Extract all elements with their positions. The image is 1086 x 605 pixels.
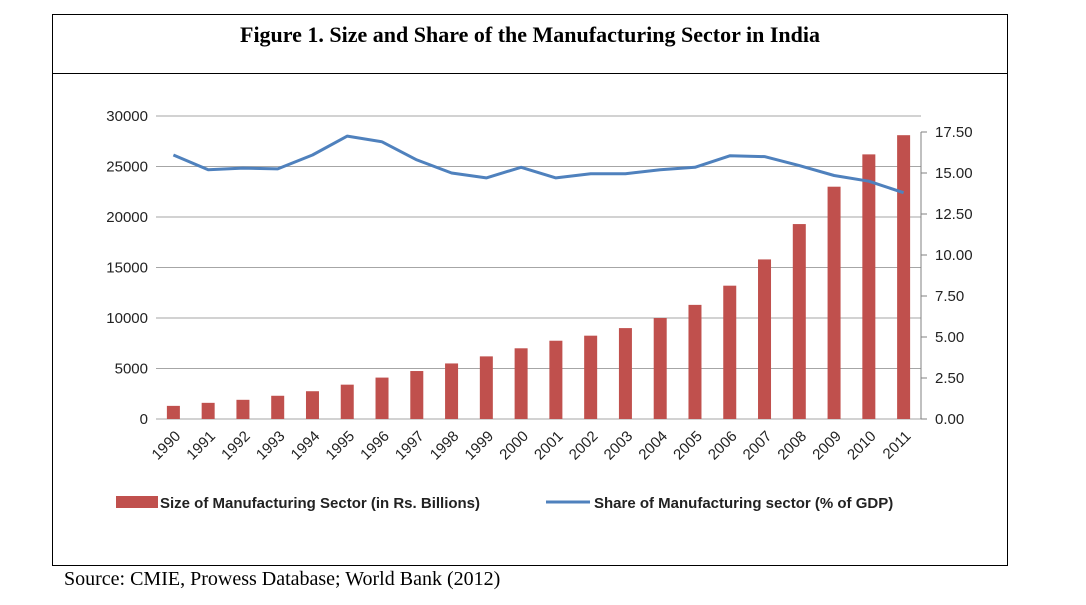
x-tick-label: 2000 — [496, 428, 532, 464]
bar-1999 — [479, 356, 493, 419]
x-tick-label: 2003 — [601, 428, 637, 464]
y-left-tick-label: 25000 — [106, 159, 148, 176]
bar-2007 — [758, 259, 772, 419]
x-tick-label: 1995 — [322, 428, 358, 464]
y-right-tick-label: 12.50 — [935, 206, 973, 223]
x-tick-label: 1992 — [218, 428, 254, 464]
bar-2009 — [827, 186, 841, 419]
bar-1993 — [271, 395, 285, 419]
y-right-tick-label: 7.50 — [935, 288, 964, 305]
bar-2008 — [792, 224, 806, 419]
y-left-tick-label: 15000 — [106, 260, 148, 277]
x-tick-label: 2007 — [740, 428, 776, 464]
x-tick-label: 1993 — [253, 428, 289, 464]
bar-1995 — [340, 384, 354, 419]
x-tick-label: 1994 — [288, 428, 324, 464]
y-left-tick-label: 0 — [140, 411, 148, 428]
bar-2000 — [514, 348, 528, 419]
bar-2005 — [688, 304, 702, 419]
y-right-tick-label: 15.00 — [935, 165, 973, 182]
source-note: Source: CMIE, Prowess Database; World Ba… — [64, 568, 501, 590]
bar-1991 — [201, 402, 215, 419]
y-right-tick-label: 10.00 — [935, 247, 973, 264]
x-tick-label: 1996 — [357, 428, 393, 464]
bar-1998 — [445, 363, 459, 419]
y-right-tick-label: 17.50 — [935, 124, 973, 141]
bar-2004 — [653, 318, 667, 419]
bar-2006 — [723, 285, 737, 419]
x-tick-label: 2010 — [844, 428, 880, 464]
x-tick-label: 2002 — [566, 428, 602, 464]
x-tick-label: 1991 — [183, 428, 219, 464]
x-tick-label: 2005 — [670, 428, 706, 464]
y-left-tick-label: 20000 — [106, 209, 148, 226]
x-tick-label: 1999 — [462, 428, 498, 464]
x-tick-label: 2006 — [705, 428, 741, 464]
x-tick-label: 2011 — [880, 428, 915, 463]
y-left-tick-label: 10000 — [106, 310, 148, 327]
legend-label-bars: Size of Manufacturing Sector (in Rs. Bil… — [160, 495, 480, 512]
bar-2001 — [549, 340, 563, 419]
bar-1990 — [166, 405, 180, 419]
bar-2010 — [862, 154, 876, 419]
x-tick-label: 2008 — [775, 428, 811, 464]
bar-1992 — [236, 399, 250, 419]
bar-2002 — [584, 335, 598, 419]
legend-swatch-bars — [116, 496, 158, 508]
y-right-tick-label: 0.00 — [935, 411, 964, 428]
figure-title: Figure 1. Size and Share of the Manufact… — [53, 15, 1007, 74]
x-tick-label: 2009 — [809, 428, 845, 464]
y-left-tick-label: 30000 — [106, 108, 148, 125]
x-tick-label: 1997 — [392, 428, 428, 464]
x-tick-label: 2001 — [531, 428, 567, 464]
x-tick-label: 2004 — [635, 428, 671, 464]
y-left-tick-label: 5000 — [115, 361, 148, 378]
y-right-tick-label: 5.00 — [935, 329, 964, 346]
y-right-tick-label: 2.50 — [935, 370, 964, 387]
bar-1996 — [375, 377, 389, 419]
share-line — [172, 134, 905, 195]
bar-2003 — [618, 328, 632, 419]
legend-label-line: Share of Manufacturing sector (% of GDP) — [594, 495, 893, 512]
x-tick-label: 1998 — [427, 428, 463, 464]
bar-1994 — [305, 391, 319, 419]
x-tick-label: 1990 — [149, 428, 185, 464]
figure-frame: Figure 1. Size and Share of the Manufact… — [52, 14, 1008, 566]
bar-2011 — [897, 135, 911, 419]
bar-1997 — [410, 371, 424, 419]
